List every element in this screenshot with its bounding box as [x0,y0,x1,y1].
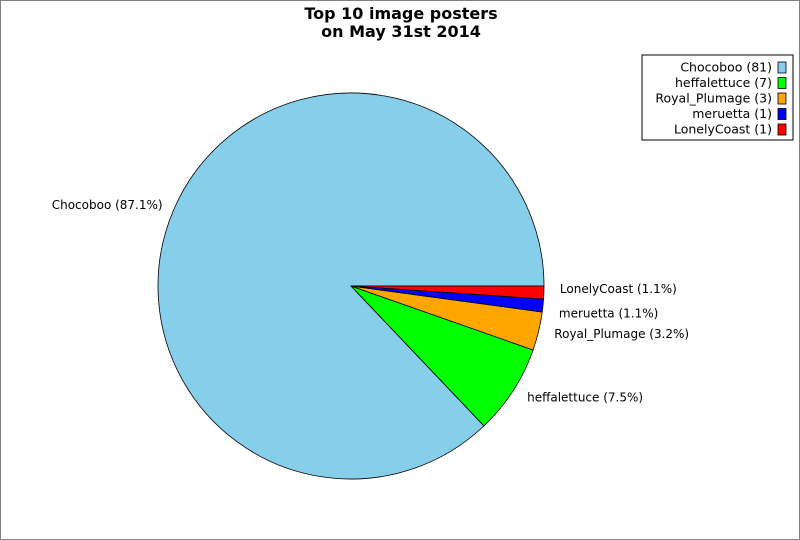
slice-label-heffalettuce: heffalettuce (7.5%) [527,390,643,404]
pie-slice-lonelycoast [350,285,545,300]
pie-slices [157,92,545,480]
legend-swatch-chocoboo [777,61,787,74]
slice-label-lonelycoast: LonelyCoast (1.1%) [560,282,677,296]
legend-swatch-lonelycoast [777,123,787,136]
legend-box [641,54,794,141]
legend-label-chocoboo: Chocoboo (81) [680,60,772,75]
legend-label-royal-plumage: Royal_Plumage (3) [655,91,772,106]
legend-label-meruetta: meruetta (1) [692,106,772,121]
slice-label-royal-plumage: Royal_Plumage (3.2%) [554,327,689,341]
legend-label-lonelycoast: LonelyCoast (1) [674,122,772,137]
legend-swatch-royal-plumage [777,92,787,105]
slice-label-chocoboo: Chocoboo (87.1%) [52,198,163,212]
chart-title: Top 10 image posters on May 31st 2014 [304,4,497,41]
legend-swatch-heffalettuce [777,77,787,89]
chart-title-line-2: on May 31st 2014 [321,22,481,41]
slice-label-meruetta: meruetta (1.1%) [559,307,658,321]
chart-title-line-1: Top 10 image posters [304,4,497,23]
legend-label-heffalettuce: heffalettuce (7) [675,75,772,90]
legend-swatch-meruetta [777,108,787,120]
legend: Chocoboo (81)heffalettuce (7)Royal_Pluma… [641,54,794,141]
slice-labels: Chocoboo (87.1%) heffalettuce (7.5%) Royal… [52,198,689,404]
